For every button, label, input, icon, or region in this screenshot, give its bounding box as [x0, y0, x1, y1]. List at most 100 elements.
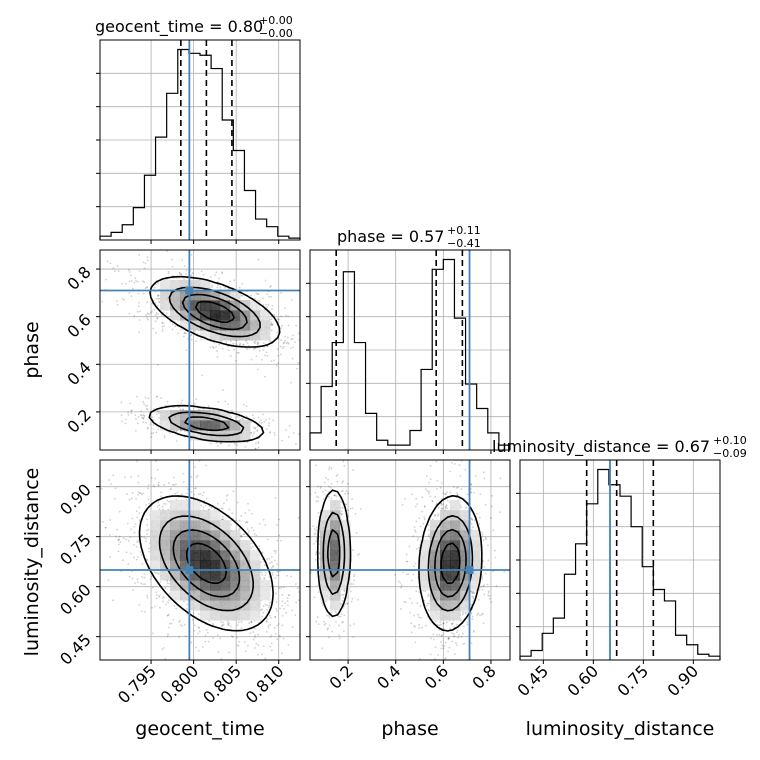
sample-point	[147, 427, 149, 429]
sample-point	[240, 514, 243, 517]
density-cell	[190, 590, 201, 601]
sample-point	[199, 492, 202, 495]
sample-point	[165, 312, 168, 315]
sample-point	[153, 286, 156, 289]
sample-point	[241, 282, 244, 285]
sample-point	[228, 622, 231, 624]
sample-point	[136, 578, 139, 581]
sample-point	[236, 501, 239, 504]
sample-point	[490, 601, 493, 603]
sample-point	[215, 271, 218, 274]
sample-point	[291, 338, 294, 340]
sample-point	[146, 408, 149, 411]
sample-point	[343, 596, 345, 599]
sample-point	[353, 579, 356, 582]
density-cell	[160, 510, 171, 521]
sample-point	[154, 320, 157, 323]
x-tick-label: 0.805	[199, 661, 245, 707]
sample-point	[109, 519, 112, 521]
sample-point	[173, 476, 175, 479]
density-cell	[230, 550, 241, 561]
sample-point	[297, 599, 300, 602]
sample-point	[140, 610, 143, 613]
sample-point	[157, 301, 160, 304]
sample-point	[441, 507, 444, 510]
sample-point	[345, 503, 347, 506]
sample-point	[124, 282, 127, 285]
sample-point	[288, 424, 291, 427]
sample-point	[107, 579, 110, 582]
sample-point	[104, 526, 107, 529]
sample-point	[230, 340, 232, 343]
sample-point	[324, 622, 327, 625]
sample-point	[275, 592, 278, 595]
sample-point	[157, 363, 159, 366]
density-cell	[230, 330, 241, 341]
sample-point	[340, 510, 343, 513]
sample-point	[247, 532, 250, 534]
sample-point	[287, 436, 290, 438]
sample-point	[346, 447, 348, 449]
sample-point	[155, 332, 157, 334]
density-cell	[190, 430, 201, 441]
sample-point	[152, 484, 155, 487]
sample-point	[161, 648, 164, 651]
sample-point	[355, 531, 358, 534]
sample-point	[163, 484, 166, 486]
sample-point	[155, 395, 158, 398]
sample-point	[481, 576, 484, 579]
sample-point	[225, 498, 228, 501]
sample-point	[121, 282, 124, 285]
sample-point	[269, 636, 272, 639]
sample-point	[314, 591, 316, 593]
sample-point	[145, 540, 147, 543]
sample-point	[236, 624, 239, 627]
sample-point	[268, 424, 270, 427]
density-cell	[240, 590, 251, 601]
sample-point	[171, 328, 174, 331]
sample-point	[143, 267, 146, 270]
sample-point	[133, 556, 135, 559]
sample-point	[138, 604, 141, 606]
sample-point	[330, 611, 333, 614]
sample-point	[240, 534, 243, 537]
sample-point	[471, 618, 474, 620]
density-cell	[240, 420, 251, 431]
sample-point	[156, 506, 159, 509]
x-tick-label: 0.810	[242, 661, 288, 707]
sample-point	[229, 354, 232, 357]
density-cell	[230, 570, 241, 581]
density-cell	[210, 610, 221, 621]
sample-point	[405, 573, 408, 576]
sample-point	[271, 566, 274, 568]
sample-point	[344, 603, 347, 606]
density-cell	[180, 410, 191, 421]
sample-point	[127, 269, 130, 271]
sample-point	[183, 265, 186, 267]
density-cell	[250, 600, 261, 611]
sample-point	[254, 298, 256, 300]
sample-point	[260, 609, 263, 612]
sample-point	[241, 451, 243, 453]
sample-point	[133, 315, 136, 317]
sample-point	[427, 524, 430, 527]
density-cell	[180, 550, 191, 561]
sample-point	[458, 464, 461, 467]
sample-point	[277, 623, 280, 625]
sample-point	[136, 516, 139, 519]
y-tick-label: 0.45	[56, 630, 95, 669]
sample-point	[211, 286, 213, 289]
sample-point	[254, 647, 256, 649]
density-cell	[210, 330, 221, 341]
sample-point	[153, 571, 156, 574]
sample-point	[146, 427, 149, 430]
sample-point	[269, 430, 272, 433]
sample-point	[272, 564, 275, 567]
sample-point	[138, 310, 141, 313]
sample-point	[146, 524, 149, 527]
sample-point	[350, 600, 353, 603]
sample-point	[155, 594, 158, 597]
sample-point	[152, 327, 155, 330]
density-cell	[210, 600, 221, 611]
sample-point	[147, 318, 150, 321]
